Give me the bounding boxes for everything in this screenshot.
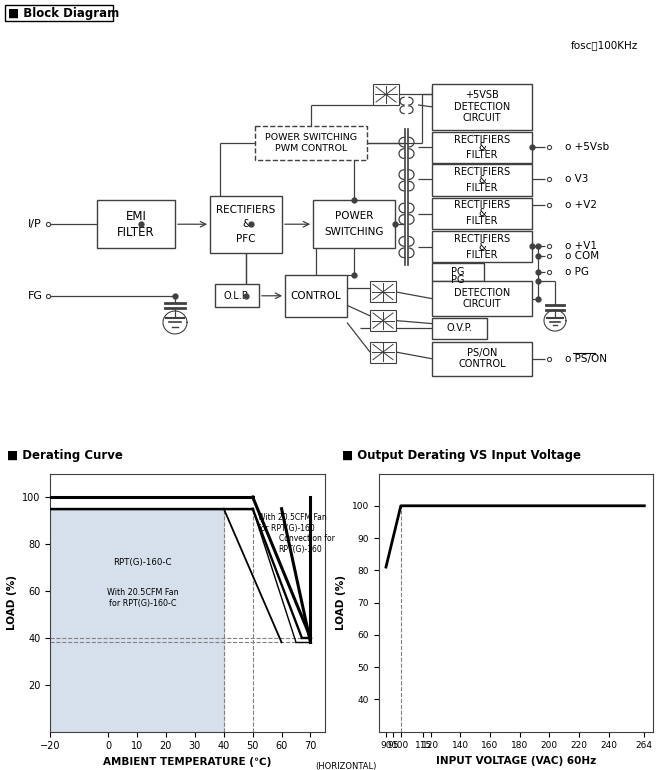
Text: O.L.P.: O.L.P. [224,291,250,301]
Text: CONTROL: CONTROL [458,360,506,370]
Bar [432,263,484,280]
Bar [432,342,532,376]
Text: o V3: o V3 [565,174,588,184]
Bar [432,318,487,339]
Text: SWITCHING: SWITCHING [324,227,384,237]
Y-axis label: LOAD (%): LOAD (%) [336,575,346,630]
Text: o COM: o COM [565,251,599,261]
Text: DETECTION: DETECTION [454,288,510,298]
Text: EMI: EMI [125,209,147,223]
Text: ■ Output Derating VS Input Voltage: ■ Output Derating VS Input Voltage [342,449,581,462]
Text: FILTER: FILTER [466,182,498,192]
Bar [313,200,395,248]
Text: PG: PG [452,275,465,285]
Text: PS/ON: PS/ON [467,348,497,358]
Text: o +V2: o +V2 [565,200,597,210]
Text: o +V1: o +V1 [565,241,597,251]
Text: &: & [242,219,250,229]
Bar [370,342,396,363]
Text: fosc：100KHz: fosc：100KHz [571,40,638,50]
Bar [285,275,347,316]
X-axis label: INPUT VOLTAGE (VAC) 60Hz: INPUT VOLTAGE (VAC) 60Hz [436,756,596,766]
Bar [432,132,532,163]
Bar [97,200,175,248]
Text: PFC: PFC [237,233,256,243]
Text: CIRCUIT: CIRCUIT [463,300,501,310]
Bar [432,197,532,229]
Text: PWM CONTROL: PWM CONTROL [275,144,347,153]
Text: (HORIZONTAL): (HORIZONTAL) [315,762,376,770]
Text: &: & [478,208,486,218]
Text: POWER: POWER [335,211,373,221]
Polygon shape [50,509,224,732]
Text: &: & [478,175,486,185]
Text: &: & [478,142,486,152]
Y-axis label: LOAD (%): LOAD (%) [7,575,17,630]
Bar [370,310,396,331]
Bar [432,231,532,263]
Text: DETECTION: DETECTION [454,102,510,112]
Bar [255,126,367,160]
Text: Convection for
RPT(G)-160: Convection for RPT(G)-160 [279,534,334,554]
Text: RECTIFIERS: RECTIFIERS [216,205,275,215]
Bar [373,84,399,105]
X-axis label: AMBIENT TEMPERATURE (℃): AMBIENT TEMPERATURE (℃) [103,757,272,767]
Text: RECTIFIERS: RECTIFIERS [454,200,510,210]
Text: o +5Vsb: o +5Vsb [565,142,609,152]
Text: POWER SWITCHING: POWER SWITCHING [265,133,357,142]
Bar [210,196,282,253]
Text: ■ Derating Curve: ■ Derating Curve [7,449,123,462]
Text: With 20.5CFM Fan
for RPT(G)-160: With 20.5CFM Fan for RPT(G)-160 [259,514,327,533]
Text: CIRCUIT: CIRCUIT [463,113,501,123]
Text: &: & [478,242,486,252]
Text: FILTER: FILTER [466,150,498,160]
Text: FILTER: FILTER [117,226,155,239]
Text: I/P: I/P [28,219,42,229]
Text: RECTIFIERS: RECTIFIERS [454,234,510,244]
Text: RPT(G)-160-C: RPT(G)-160-C [113,558,172,567]
Bar [432,282,532,316]
Bar [215,284,259,307]
Text: O.V.P.: O.V.P. [446,323,472,333]
Text: FG: FG [27,291,42,301]
Text: o PG: o PG [565,267,589,277]
Text: FILTER: FILTER [466,249,498,259]
Text: FILTER: FILTER [466,216,498,226]
Text: o PS/ON: o PS/ON [565,353,607,363]
Bar [432,84,532,130]
Text: RECTIFIERS: RECTIFIERS [454,135,510,145]
Text: ■ Block Diagram: ■ Block Diagram [8,7,119,20]
Text: +5VSB: +5VSB [465,90,499,100]
Bar [432,164,532,196]
Text: PG: PG [452,267,465,277]
Text: With 20.5CFM Fan
for RPT(G)-160-C: With 20.5CFM Fan for RPT(G)-160-C [107,588,179,608]
Text: RECTIFIERS: RECTIFIERS [454,167,510,177]
Bar [5,5,113,21]
Text: CONTROL: CONTROL [291,291,342,301]
Bar [370,282,396,303]
